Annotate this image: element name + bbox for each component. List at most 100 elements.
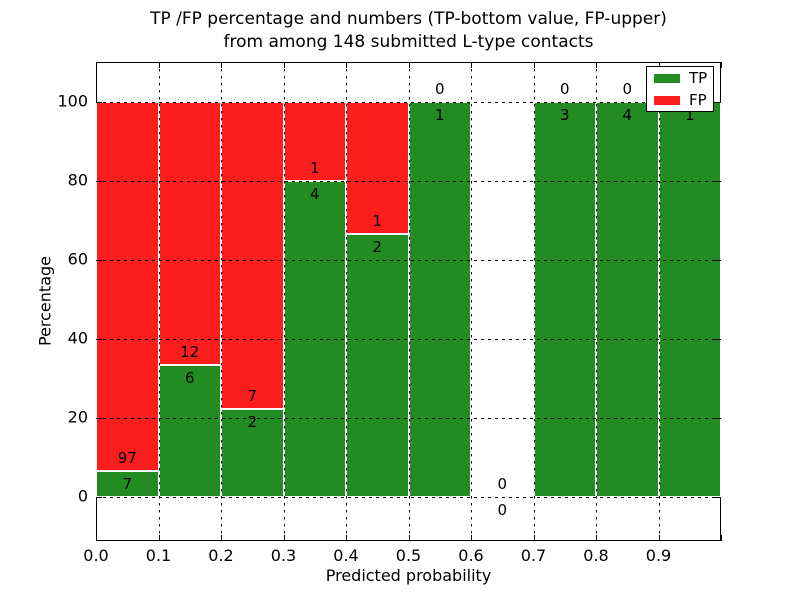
grid-line-x-3	[283, 62, 285, 541]
bar-count-label-fp-4: 1	[372, 211, 383, 230]
x-tick-top-9	[658, 62, 660, 68]
chart-title-line-2: from among 148 submitted L-type contacts	[223, 32, 594, 52]
legend-swatch-tp-icon	[654, 73, 680, 83]
x-tick-top-2	[221, 62, 222, 68]
bar-count-label-tp-4: 2	[372, 237, 383, 256]
y-tick-label-1: 20	[67, 408, 88, 428]
x-tick-bottom-9	[658, 535, 660, 541]
x-tick-bottom-0	[96, 535, 97, 541]
y-tick-left-4	[96, 180, 102, 182]
bar-count-label-tp-3: 4	[309, 184, 320, 203]
x-tick-label-1: 0.1	[145, 546, 172, 565]
bar-count-label-tp-1: 6	[184, 369, 195, 388]
x-tick-label-7: 0.7	[520, 546, 547, 565]
x-tick-top-5	[408, 62, 410, 68]
y-tick-right-5	[715, 101, 721, 103]
bar-segment-fp-1	[158, 101, 221, 366]
bar-segment-tp-4	[346, 233, 409, 498]
grid-line-y-1	[96, 418, 721, 420]
y-tick-right-0	[715, 497, 721, 499]
bar-segment-tp-2	[221, 409, 284, 498]
chart-title-line-1: TP /FP percentage and numbers (TP-bottom…	[150, 9, 667, 29]
y-tick-label-5: 100	[57, 91, 88, 111]
x-tick-label-5: 0.5	[395, 546, 422, 565]
bar-segment-tp-0	[96, 470, 159, 498]
x-tick-bottom-5	[408, 535, 410, 541]
bar-count-label-fp-5: 0	[434, 79, 445, 98]
bar-count-label-tp-5: 1	[434, 105, 445, 124]
x-tick-bottom-7	[533, 535, 535, 541]
y-tick-left-2	[96, 339, 102, 341]
x-tick-top-0	[96, 62, 97, 68]
y-tick-right-1	[715, 418, 721, 420]
bar-count-label-tp-0: 7	[122, 474, 133, 493]
grid-line-x-7	[533, 62, 535, 541]
bar-segment-tp-5	[408, 101, 471, 498]
grid-line-x-4	[346, 62, 347, 541]
bar-count-label-tp-2: 2	[247, 413, 258, 432]
bar-segment-tp-9	[658, 101, 721, 498]
x-tick-bottom-3	[283, 535, 285, 541]
bar-count-label-tp-7: 3	[559, 105, 570, 124]
bar-count-label-fp-3: 1	[309, 158, 320, 177]
bar-count-label-fp-6: 0	[497, 475, 508, 494]
legend-entry-fp: FP	[654, 90, 707, 109]
x-tick-bottom-8	[596, 535, 597, 541]
x-tick-label-6: 0.6	[458, 546, 484, 565]
bar-segment-tp-8	[596, 101, 659, 498]
y-tick-label-3: 60	[67, 249, 88, 269]
grid-line-x-5	[408, 62, 410, 541]
bar-count-label-fp-8: 0	[622, 79, 633, 98]
x-tick-label-8: 0.8	[583, 546, 609, 565]
grid-line-y-5	[96, 101, 721, 103]
x-tick-label-9: 0.9	[645, 546, 672, 565]
bar-count-label-fp-2: 7	[247, 387, 258, 406]
y-tick-left-1	[96, 418, 102, 420]
y-tick-right-3	[715, 259, 721, 261]
grid-line-x-8	[596, 62, 597, 541]
grid-line-x-6	[471, 62, 472, 541]
x-tick-bottom-1	[158, 535, 160, 541]
grid-line-x-9	[658, 62, 660, 541]
x-tick-top-7	[533, 62, 535, 68]
legend-swatch-fp-icon	[654, 95, 680, 105]
grid-line-y-3	[96, 259, 721, 261]
y-tick-left-0	[96, 497, 102, 499]
y-tick-left-5	[96, 101, 102, 103]
x-tick-top-8	[596, 62, 597, 68]
x-tick-top-1	[158, 62, 160, 68]
bar-count-label-tp-8: 4	[622, 105, 633, 124]
legend-label-fp: FP	[689, 90, 707, 109]
x-tick-bottom-4	[346, 535, 347, 541]
y-tick-right-4	[715, 180, 721, 182]
x-tick-bottom-10	[721, 535, 722, 541]
legend: TP FP	[646, 66, 714, 112]
bar-segment-fp-2	[221, 101, 284, 410]
grid-line-x-2	[221, 62, 222, 541]
bar-segment-fp-0	[96, 101, 159, 471]
x-tick-top-6	[471, 62, 472, 68]
grid-line-y-0	[96, 497, 721, 499]
bar-segment-fp-4	[346, 101, 409, 234]
legend-entry-tp: TP	[654, 70, 707, 86]
grid-line-y-4	[96, 180, 721, 182]
x-tick-label-4: 0.4	[333, 546, 359, 565]
bar-count-label-fp-7: 0	[559, 79, 570, 98]
x-tick-top-4	[346, 62, 347, 68]
chart-title: TP /FP percentage and numbers (TP-bottom…	[96, 8, 721, 54]
x-tick-label-0: 0.0	[83, 546, 109, 565]
bar-count-label-tp-6: 0	[497, 501, 508, 520]
x-axis-label: Predicted probability	[325, 566, 492, 585]
bar-segment-tp-7	[533, 101, 596, 498]
x-tick-top-3	[283, 62, 285, 68]
y-tick-left-3	[96, 259, 102, 261]
grid-line-y-2	[96, 339, 721, 341]
x-tick-bottom-6	[471, 535, 472, 541]
y-tick-right-2	[715, 339, 721, 341]
bar-count-label-tp-9: 1	[684, 105, 695, 124]
y-tick-label-4: 80	[67, 170, 88, 190]
bar-count-label-fp-0: 97	[117, 448, 137, 467]
x-tick-top-10	[721, 62, 722, 68]
